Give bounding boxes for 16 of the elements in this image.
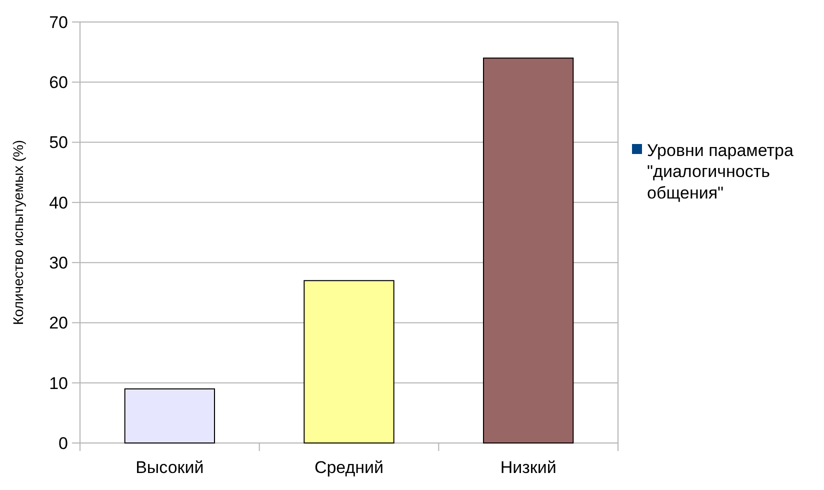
x-tick-label: Средний <box>314 458 384 477</box>
text: Уровни параметра "диалогичность общения" <box>647 140 794 202</box>
y-tick-label: 0 <box>58 434 68 453</box>
bar <box>304 280 394 444</box>
bar <box>483 58 574 444</box>
y-tick-label: 10 <box>49 374 68 393</box>
bar <box>124 388 215 444</box>
y-axis-title: Количество испытуемых (%) <box>10 140 26 326</box>
x-tick-label: Высокий <box>136 458 204 477</box>
y-tick-label: 40 <box>49 193 68 212</box>
y-tick-label: 70 <box>49 12 68 32</box>
y-tick-label: 50 <box>49 133 68 152</box>
y-tick-label: 30 <box>49 254 68 273</box>
x-tick-label: Низкий <box>500 458 556 477</box>
y-tick-label: 60 <box>49 73 68 92</box>
y-tick-label: 20 <box>49 314 68 333</box>
